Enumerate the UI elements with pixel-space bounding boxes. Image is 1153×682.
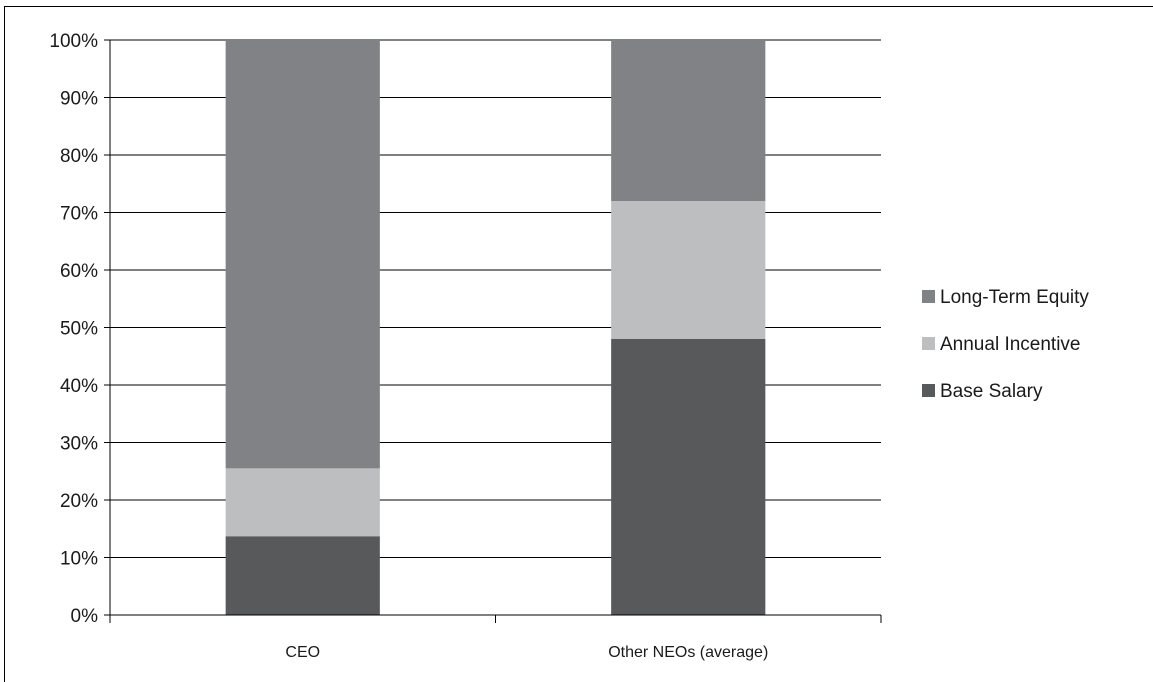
axes: 0% 10% 20% 30% 40% 50% 60% 70% 80% 90% 100% CEO Othe… bbox=[49, 31, 882, 661]
y-tick-label: 0% bbox=[71, 606, 99, 627]
stacked-bar-chart: 0% 10% 20% 30% 40% 50% 60% 70% 80% 90% 100% CEO Othe… bbox=[49, 31, 1089, 661]
legend-swatch-annual-incentive bbox=[922, 337, 935, 350]
bar-ceo-base-salary bbox=[225, 536, 380, 615]
legend: Long-Term Equity Annual Incentive Base Sal… bbox=[922, 287, 1089, 402]
x-category-label: Other NEOs (average) bbox=[608, 644, 768, 661]
y-tick-label: 10% bbox=[60, 549, 98, 570]
bar-other-neos-average-base-salary bbox=[611, 339, 766, 615]
chart-frame: 0% 10% 20% 30% 40% 50% 60% 70% 80% 90% 100% CEO Othe… bbox=[4, 6, 1153, 682]
y-tick-label: 80% bbox=[60, 146, 98, 167]
bar-other-neos-average-long-term-equity bbox=[611, 40, 766, 201]
x-category-label: CEO bbox=[285, 644, 320, 661]
legend-swatch-long-term-equity bbox=[922, 290, 935, 303]
bar-other-neos-average-annual-incentive bbox=[611, 201, 766, 339]
y-tick-label: 100% bbox=[49, 31, 98, 52]
bar-ceo-long-term-equity bbox=[225, 40, 380, 469]
y-tick-label: 90% bbox=[60, 89, 98, 110]
bars bbox=[225, 40, 766, 615]
y-tick-label: 40% bbox=[60, 376, 98, 397]
y-tick-label: 30% bbox=[60, 434, 98, 455]
legend-swatch-base-salary bbox=[922, 384, 935, 397]
y-tick-label: 70% bbox=[60, 204, 98, 225]
bar-ceo-annual-incentive bbox=[225, 468, 380, 537]
legend-label-annual-incentive: Annual Incentive bbox=[940, 334, 1081, 355]
legend-label-base-salary: Base Salary bbox=[940, 381, 1043, 402]
y-tick-label: 50% bbox=[60, 319, 98, 340]
legend-label-long-term-equity: Long-Term Equity bbox=[940, 287, 1089, 308]
y-tick-label: 60% bbox=[60, 261, 98, 282]
y-tick-label: 20% bbox=[60, 491, 98, 512]
